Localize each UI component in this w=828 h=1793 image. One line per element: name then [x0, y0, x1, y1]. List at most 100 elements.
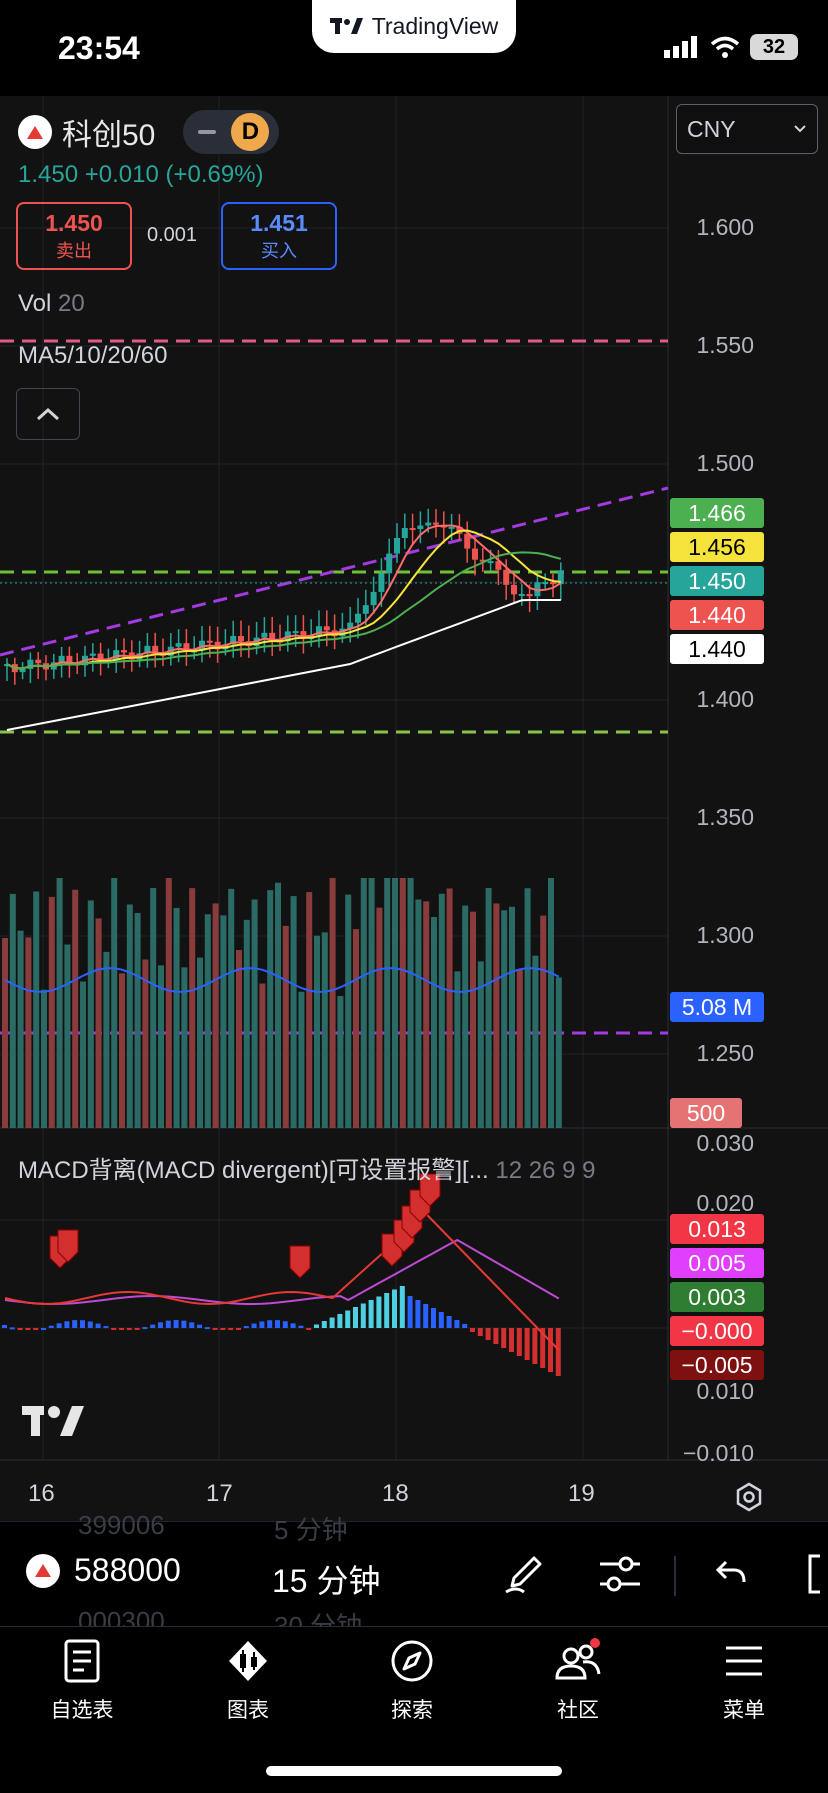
- tradingview-pill-label: TradingView: [371, 13, 499, 39]
- volume-bar: [189, 888, 196, 1128]
- macd-histogram-bar: [423, 1304, 429, 1328]
- macd-histogram-bar: [267, 1320, 273, 1328]
- candle-body: [175, 643, 182, 647]
- macd-histogram-bar: [111, 1328, 117, 1330]
- price-axis-label: 1.400: [696, 686, 754, 712]
- macd-histogram-bar: [33, 1328, 39, 1330]
- macd-signal-line: [4, 1238, 560, 1306]
- volume-bar: [251, 899, 258, 1128]
- tab-label: 社区: [557, 1699, 599, 1722]
- candle-body: [121, 650, 127, 653]
- divergence-marker: [57, 1229, 79, 1263]
- tab-menu[interactable]: 菜单: [684, 1638, 804, 1724]
- volume-bar: [477, 961, 484, 1128]
- tab-watchlist[interactable]: 自选表: [22, 1638, 142, 1724]
- volume-indicator-legend[interactable]: Vol 20: [18, 290, 85, 318]
- symbol-code: 588000: [74, 1552, 181, 1588]
- tab-explore[interactable]: 探索: [352, 1638, 472, 1724]
- tab-label: 菜单: [723, 1699, 765, 1722]
- candle-body: [526, 593, 533, 597]
- candle-body: [347, 622, 354, 629]
- ma10-price-badge: 1.456: [670, 532, 764, 562]
- macd-histogram-bar: [501, 1328, 507, 1348]
- symbol-header[interactable]: 科创50 D: [18, 110, 280, 154]
- macd-axis-label: 0.020: [696, 1190, 754, 1216]
- macd-histogram-bar: [290, 1323, 296, 1328]
- tab-chart[interactable]: 图表: [188, 1638, 308, 1724]
- volume-bar: [345, 894, 352, 1128]
- candle-body: [323, 626, 330, 631]
- volume-ma-badge: 5.08 M: [670, 992, 764, 1022]
- macd-badge: −0.000: [670, 1316, 764, 1346]
- ma-indicator-legend[interactable]: MA5/10/20/60: [18, 342, 168, 369]
- currency-select[interactable]: CNY: [676, 104, 818, 154]
- macd-axis-label: −0.010: [683, 1440, 754, 1466]
- macd-histogram-bar: [407, 1296, 413, 1328]
- chevron-down-icon: [794, 125, 806, 133]
- market-status-pill[interactable]: D: [183, 110, 280, 154]
- undo-icon[interactable]: [714, 1558, 748, 1588]
- candle-body: [386, 553, 393, 574]
- tab-label: 探索: [391, 1699, 433, 1722]
- candle-body: [300, 631, 307, 640]
- candle-body: [339, 628, 346, 637]
- volume-bar: [48, 896, 55, 1128]
- macd-histogram-bar: [329, 1317, 335, 1328]
- tradingview-pill[interactable]: TradingView: [312, 0, 516, 53]
- symbol-logo-icon: [26, 1553, 60, 1588]
- buy-button[interactable]: 1.451 买入: [221, 202, 337, 270]
- volume-bar: [376, 907, 383, 1128]
- volume-bar: [501, 910, 508, 1128]
- signal-icon: [664, 36, 697, 58]
- volume-bar: [353, 929, 359, 1128]
- volume-bar: [446, 888, 453, 1128]
- volume-bar: [64, 944, 71, 1128]
- bottom-toolbar: [0, 1521, 828, 1626]
- volume-bar: [415, 899, 422, 1128]
- drawing-tools-icon[interactable]: [502, 1552, 546, 1596]
- symbol-picker[interactable]: 588000: [26, 1552, 181, 1589]
- volume-bar: [329, 878, 336, 1128]
- tradingview-watermark-icon: [22, 1406, 84, 1436]
- candle-body: [27, 659, 34, 669]
- volume-bar: [56, 878, 63, 1128]
- interval-picker[interactable]: 15 分钟: [272, 1563, 381, 1599]
- last-price: 1.450: [18, 161, 79, 188]
- ghost-interval-above: 5 分钟: [274, 1515, 348, 1545]
- macd-histogram-bar: [431, 1308, 436, 1328]
- volume-bar: [384, 878, 391, 1128]
- fullscreen-icon[interactable]: [806, 1554, 828, 1594]
- volume-bar: [337, 995, 344, 1128]
- candle-body: [183, 643, 190, 652]
- macd-histogram-bar: [87, 1321, 93, 1328]
- chart-settings-icon[interactable]: [734, 1482, 764, 1512]
- macd-badge: 0.003: [670, 1282, 764, 1312]
- price-axis-label: 1.500: [696, 450, 754, 476]
- macd-histogram-bar: [384, 1293, 390, 1328]
- macd-indicator-legend[interactable]: MACD背离(MACD divergent)[可设置报警][... 12 26 …: [18, 1150, 595, 1185]
- macd-histogram-bar: [150, 1324, 156, 1328]
- volume-badge: 500: [670, 1098, 742, 1128]
- symbol-name[interactable]: 科创50: [62, 119, 156, 152]
- sell-button[interactable]: 1.450 卖出: [16, 202, 132, 270]
- volume-bar: [516, 969, 523, 1128]
- volume-bar: [360, 878, 367, 1128]
- macd-histogram-bar: [345, 1310, 351, 1328]
- tab-label: 图表: [227, 1699, 269, 1722]
- indicators-settings-icon[interactable]: [598, 1554, 642, 1594]
- wifi-icon: [710, 36, 740, 58]
- volume-bar: [423, 901, 430, 1128]
- volume-bar: [485, 888, 492, 1128]
- collapse-legend-button[interactable]: [16, 388, 80, 440]
- macd-histogram-bar: [454, 1320, 460, 1328]
- macd-histogram-bar: [540, 1328, 546, 1368]
- macd-params: 12 26 9 9: [495, 1157, 596, 1184]
- ma20-price-badge: 1.466: [670, 498, 764, 528]
- macd-histogram-bar: [314, 1324, 319, 1328]
- volume-bar: [540, 915, 547, 1128]
- candle-body: [425, 522, 432, 526]
- volume-bar: [25, 937, 32, 1128]
- candle-body: [355, 613, 361, 623]
- tab-community[interactable]: 社区: [518, 1638, 638, 1724]
- macd-histogram-bar: [95, 1323, 101, 1328]
